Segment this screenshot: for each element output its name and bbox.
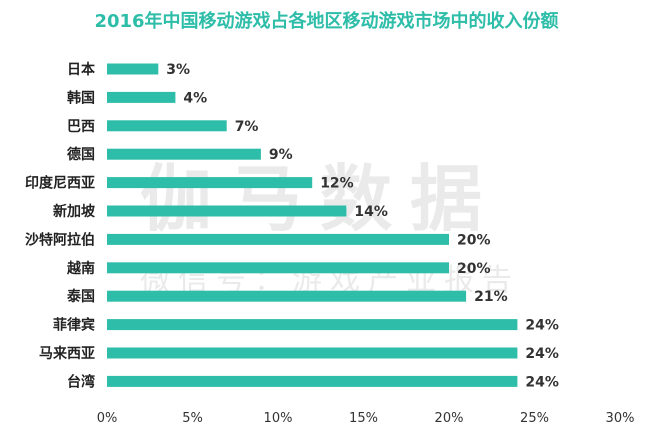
value-label: 20%: [457, 232, 491, 248]
category-label: 日本: [67, 61, 96, 78]
x-tick-label: 5%: [182, 411, 203, 426]
category-label: 泰国: [66, 288, 95, 305]
value-label: 4%: [183, 90, 207, 106]
value-label: 12%: [320, 176, 354, 192]
category-label: 德国: [67, 146, 95, 163]
x-tick-label: 0%: [97, 411, 118, 426]
value-labels: 3% 4% 7% 9% 12%14% 20% 20% 21% 24% 24% 24%: [166, 62, 559, 390]
bar: [107, 91, 176, 103]
x-tick-label: 15%: [349, 411, 378, 426]
x-tick-label: 25%: [520, 411, 549, 426]
value-label: 7%: [235, 119, 259, 135]
category-label: 菲律宾: [53, 317, 95, 334]
category-label: 新加坡: [53, 203, 96, 220]
value-label: 21%: [474, 289, 508, 305]
bar: [107, 63, 159, 75]
x-tick-label: 20%: [435, 411, 464, 426]
x-tick-label: 10%: [264, 411, 293, 426]
x-tick-label: 30%: [606, 411, 635, 426]
value-label: 14%: [354, 204, 388, 220]
category-label: 韩国: [67, 89, 95, 106]
category-label: 越南: [66, 260, 95, 277]
bar: [107, 262, 449, 274]
category-label: 巴西: [67, 119, 95, 135]
bar: [107, 205, 347, 217]
watermark-main: 伽马数据: [140, 157, 501, 241]
value-label: 24%: [525, 374, 559, 390]
bar: [107, 375, 518, 387]
bar: [107, 319, 518, 331]
value-label: 24%: [525, 346, 559, 362]
bars-group: [107, 63, 518, 387]
bar: [107, 148, 261, 160]
category-label: 台湾: [67, 373, 95, 390]
bar: [107, 347, 518, 359]
x-axis-ticks: 0% 5% 10% 15% 20% 25% 30%: [97, 411, 635, 426]
category-label: 马来西亚: [39, 346, 95, 362]
category-label: 印度尼西亚: [25, 175, 95, 192]
value-label: 9%: [269, 147, 293, 163]
bar: [107, 120, 227, 132]
bar: [107, 177, 313, 189]
chart-title: 2016年中国移动游戏占各地区移动游戏市场中的收入份额: [94, 11, 559, 32]
bar: [107, 290, 467, 302]
value-label: 24%: [525, 318, 559, 334]
bar: [107, 233, 449, 245]
value-label: 20%: [457, 261, 491, 277]
category-label: 沙特阿拉伯: [25, 231, 95, 248]
value-label: 3%: [166, 62, 190, 78]
